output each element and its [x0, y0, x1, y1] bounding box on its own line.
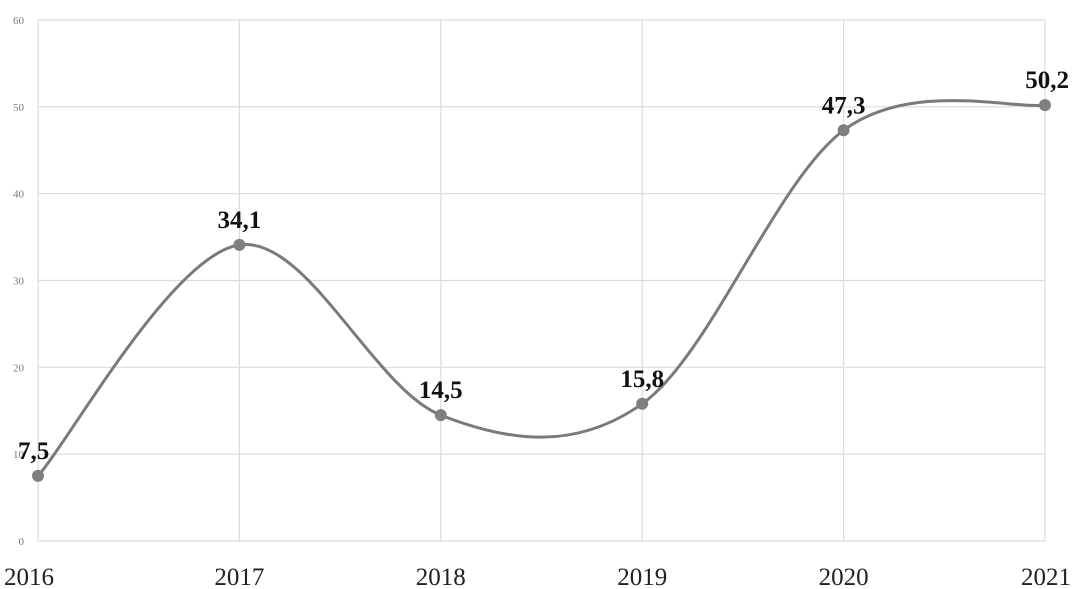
y-tick-label: 20: [13, 362, 25, 374]
data-point: [434, 409, 447, 422]
data-label: 7,5: [18, 438, 49, 465]
y-axis-ticks: 0 10 20 30 40 50 60: [13, 15, 25, 548]
series: [32, 99, 1051, 482]
data-label: 34,1: [218, 207, 262, 234]
y-tick-label: 10: [13, 449, 25, 461]
x-tick-label: 2019: [617, 564, 667, 589]
data-point: [636, 397, 649, 410]
data-labels: 7,5 34,1 14,5 15,8 47,3 50,2: [18, 67, 1069, 465]
data-point: [837, 124, 850, 137]
data-label: 15,8: [620, 366, 664, 393]
x-tick-label: 2016: [4, 564, 54, 589]
x-axis-ticks: 2016 2017 2018 2019 2020 2021: [4, 564, 1071, 589]
data-point: [233, 238, 246, 251]
y-tick-label: 40: [13, 189, 25, 201]
data-label: 47,3: [822, 92, 866, 119]
data-point: [32, 469, 44, 482]
data-label: 50,2: [1025, 67, 1069, 94]
x-tick-label: 2020: [819, 564, 869, 589]
data-label: 14,5: [419, 377, 463, 404]
y-tick-label: 50: [13, 102, 25, 114]
x-tick-label: 2018: [416, 564, 466, 589]
data-point: [1039, 99, 1051, 112]
y-tick-label: 0: [19, 536, 25, 548]
x-tick-label: 2017: [214, 564, 264, 589]
x-tick-label: 2021: [1021, 564, 1071, 589]
grid: [37, 19, 1046, 542]
y-tick-label: 60: [13, 15, 25, 27]
series-line: [36, 99, 1046, 477]
y-tick-label: 30: [13, 276, 25, 288]
